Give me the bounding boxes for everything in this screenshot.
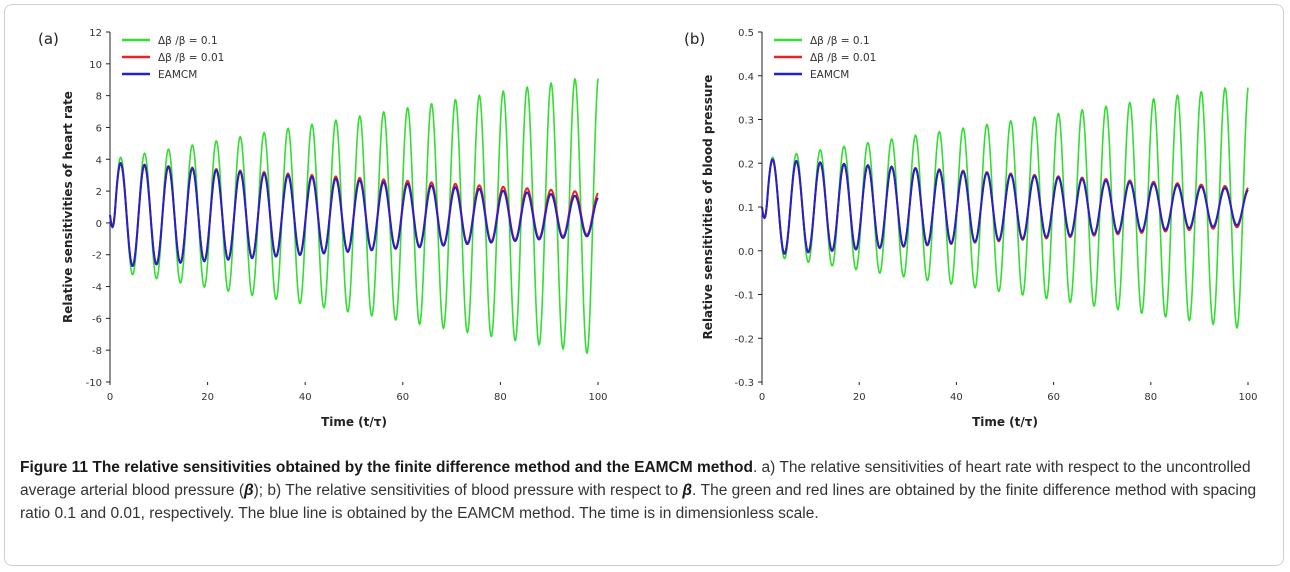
chart-b-ylabel: Relative sensitivities of blood pressure bbox=[701, 75, 715, 340]
chart-b-svg: -0.3 -0.2 -0.1 0.0 0.1 0.2 0.3 0.4 0.5 0 20 40 60 80 1… bbox=[684, 28, 1258, 429]
chart-b-legend-label-1: Δβ /β = 0.01 bbox=[810, 52, 876, 64]
caption-text-3: . The green and red lines are obtained b… bbox=[20, 482, 1257, 522]
caption-title: Figure 11 The relative sensitivities obt… bbox=[20, 459, 753, 476]
chart-a-ytick-label: 4 bbox=[96, 155, 102, 166]
chart-a-ylabel: Relative sensitivities of heart rate bbox=[61, 91, 75, 323]
chart-a-ytick-label: 6 bbox=[96, 123, 102, 134]
chart-b-xlabel: Time (t/τ) bbox=[972, 415, 1038, 429]
chart-a-xtick-label: 20 bbox=[201, 392, 214, 403]
chart-a-xtick-label: 60 bbox=[396, 392, 409, 403]
chart-b-legend-label-2: EAMCM bbox=[810, 69, 849, 81]
chart-a-legend-label-0: Δβ /β = 0.1 bbox=[158, 35, 218, 47]
chart-a-series-line-2 bbox=[109, 161, 599, 267]
caption-text-1: . a) The relative sensitivities of heart… bbox=[20, 459, 1251, 499]
caption-beta-2: β bbox=[682, 482, 693, 499]
chart-panel-b: -0.3 -0.2 -0.1 0.0 0.1 0.2 0.3 0.4 0.5 0 20 40 60 80 1… bbox=[660, 14, 1280, 434]
chart-b-xtick-label: 20 bbox=[853, 392, 866, 403]
chart-b-ytick-label: -0.2 bbox=[734, 334, 754, 345]
chart-a-ytick-label: 10 bbox=[89, 60, 102, 71]
chart-a-ytick-label: -6 bbox=[92, 314, 102, 325]
chart-a-ytick-label: 8 bbox=[96, 92, 102, 103]
chart-b-ytick-label: 0.0 bbox=[738, 247, 754, 258]
chart-b-xtick-label: 60 bbox=[1047, 392, 1060, 403]
chart-a-ytick-label: -4 bbox=[92, 283, 102, 294]
chart-b-ytick-label: -0.1 bbox=[734, 291, 754, 302]
chart-panel-a: -10 -8 -6 -4 -2 0 2 4 6 8 10 12 0 20 40 60 80 100 Time (t/… bbox=[10, 14, 630, 434]
chart-a-xtick-label: 40 bbox=[299, 392, 312, 403]
chart-a-xtick-label: 80 bbox=[494, 392, 507, 403]
chart-b-ytick-label: 0.4 bbox=[738, 72, 754, 83]
chart-a-ytick-label: -8 bbox=[92, 346, 102, 357]
chart-a-panel-label: (a) bbox=[38, 30, 59, 48]
chart-a-xtick-label: 100 bbox=[588, 392, 607, 403]
chart-a-legend-label-1: Δβ /β = 0.01 bbox=[158, 52, 224, 64]
chart-b-xtick-label: 80 bbox=[1144, 392, 1157, 403]
chart-a-ytick-label: -2 bbox=[92, 251, 102, 262]
chart-b-panel-label: (b) bbox=[684, 30, 705, 48]
chart-a-ytick-label: 2 bbox=[96, 187, 102, 198]
chart-b-ytick-label: 0.5 bbox=[738, 28, 754, 39]
figure-frame bbox=[4, 4, 1284, 566]
chart-a-xlabel: Time (t/τ) bbox=[321, 415, 387, 429]
figure-caption: Figure 11 The relative sensitivities obt… bbox=[20, 456, 1270, 525]
caption-text-2: ); b) The relative sensitivities of bloo… bbox=[253, 482, 683, 499]
chart-b-ytick-label: 0.2 bbox=[738, 159, 754, 170]
chart-b-ytick-label: 0.1 bbox=[738, 203, 754, 214]
chart-b-xtick-label: 40 bbox=[950, 392, 963, 403]
chart-a-ytick-label: -10 bbox=[86, 378, 102, 389]
caption-beta-1: β bbox=[244, 482, 254, 499]
chart-b-legend-label-0: Δβ /β = 0.1 bbox=[810, 35, 870, 47]
chart-a-svg: -10 -8 -6 -4 -2 0 2 4 6 8 10 12 0 20 40 60 80 100 Time (t/… bbox=[38, 28, 608, 429]
chart-a-ytick-label: 12 bbox=[89, 28, 102, 39]
chart-a-ytick-label: 0 bbox=[96, 219, 102, 230]
chart-a-legend-label-2: EAMCM bbox=[158, 69, 197, 81]
chart-a-xtick-label: 0 bbox=[107, 392, 113, 403]
chart-b-ytick-label: 0.3 bbox=[738, 116, 754, 127]
chart-b-series-line-2 bbox=[761, 158, 1249, 255]
chart-b-xtick-label: 0 bbox=[759, 392, 765, 403]
chart-b-xtick-label: 100 bbox=[1238, 392, 1257, 403]
chart-b-ytick-label: -0.3 bbox=[734, 378, 754, 389]
